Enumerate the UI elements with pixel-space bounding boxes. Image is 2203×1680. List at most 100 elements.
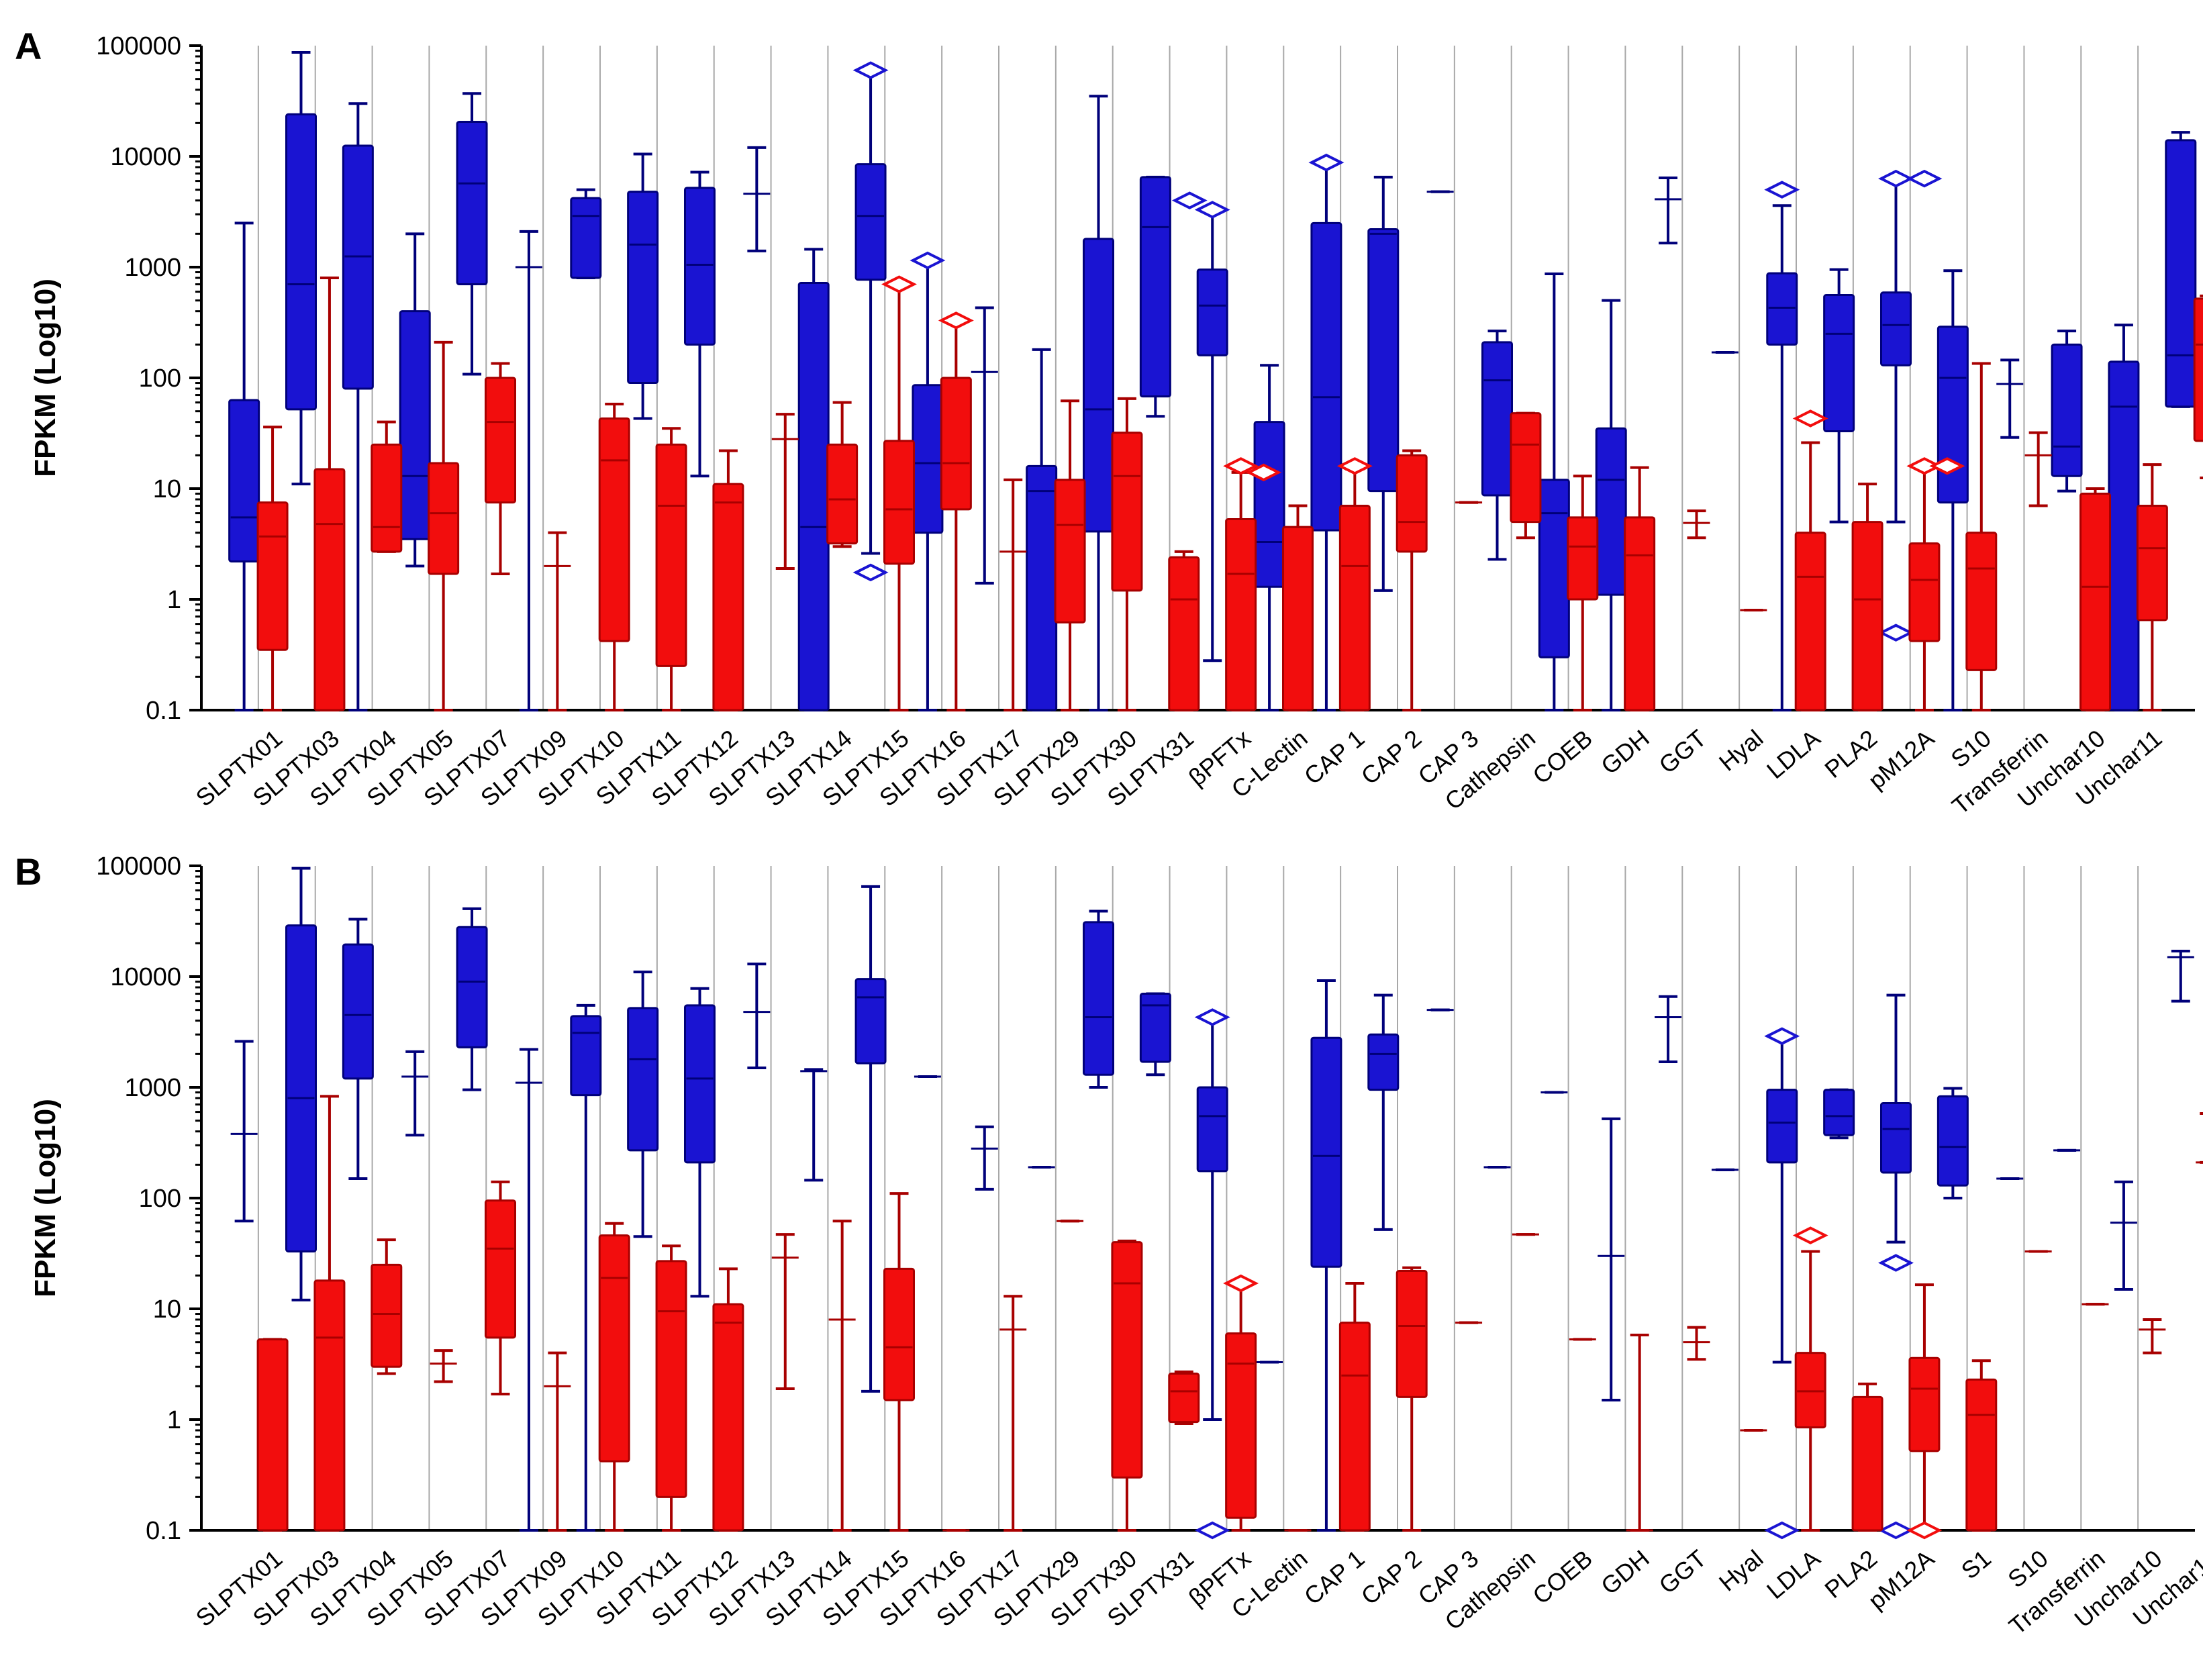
- iqr-box: [912, 384, 944, 534]
- blue-box-10: [743, 962, 771, 1069]
- red-box-7: [598, 403, 630, 711]
- red-box-10: [771, 1233, 799, 1391]
- x-tick-label: LDLA: [1761, 1544, 1825, 1604]
- iqr-box: [1225, 517, 1257, 711]
- blue-box-29: [1823, 268, 1855, 524]
- blue-box-12: [854, 68, 887, 555]
- iqr-box: [2079, 493, 2111, 711]
- blue-box-5: [456, 92, 488, 376]
- iqr-box: [1908, 1356, 1941, 1452]
- iqr-box: [1965, 532, 1998, 671]
- blue-box-15: [1026, 348, 1058, 711]
- iqr-box: [940, 377, 972, 511]
- iqr-box: [1338, 1322, 1371, 1532]
- iqr-box: [285, 113, 317, 411]
- y-tick-label: 0.1: [146, 697, 181, 725]
- red-box-9: [712, 1267, 744, 1532]
- iqr-box: [456, 926, 488, 1048]
- blue-box-8: [627, 971, 659, 1238]
- x-tick-label: GDH: [1596, 1544, 1655, 1600]
- blue-box-3: [342, 102, 374, 711]
- red-box-20: [1338, 1281, 1371, 1532]
- iqr-box: [627, 191, 659, 385]
- blue-box-20: [1310, 979, 1342, 1532]
- red-box-25: [1624, 466, 1656, 711]
- red-box-34: [2136, 463, 2168, 711]
- red-box-28: [1794, 441, 1826, 711]
- red-box-34: [2139, 1318, 2166, 1354]
- red-box-3: [371, 1238, 403, 1375]
- red-box-12: [883, 1192, 915, 1532]
- blue-box-29: [1823, 1088, 1855, 1140]
- iqr-box: [1083, 921, 1114, 1076]
- iqr-box: [485, 1199, 516, 1339]
- iqr-box: [371, 443, 403, 553]
- blue-box-9: [684, 170, 716, 478]
- iqr-box: [2051, 343, 2083, 477]
- y-tick-label: 10000: [110, 143, 181, 171]
- red-box-28: [1794, 1250, 1826, 1532]
- x-tick-label: Hyal: [1714, 1544, 1769, 1597]
- blue-box-10: [743, 146, 771, 252]
- red-box-30: [1908, 466, 1941, 711]
- iqr-box: [1481, 341, 1513, 497]
- blue-box-25: [1598, 1117, 1625, 1401]
- red-box-33: [2079, 487, 2111, 711]
- outlier-diamond: [852, 563, 889, 582]
- x-tick-label: GGT: [1654, 724, 1712, 779]
- outlier-diamond: [1906, 1521, 1943, 1540]
- blue-box-28: [1766, 1034, 1798, 1364]
- iqr-box: [1168, 1373, 1200, 1424]
- red-box-6: [544, 531, 571, 711]
- iqr-box: [1908, 542, 1941, 642]
- iqr-box: [1510, 412, 1542, 524]
- blue-box-12: [854, 885, 887, 1393]
- outlier-diamond: [1223, 1274, 1259, 1293]
- iqr-box: [485, 377, 516, 504]
- blue-box-14: [971, 306, 998, 585]
- iqr-box: [342, 943, 374, 1080]
- y-axis-title: FPKM (Log10): [29, 279, 62, 477]
- iqr-box: [1823, 294, 1855, 432]
- blue-box-1: [230, 1040, 258, 1223]
- iqr-box: [256, 501, 289, 651]
- iqr-box: [627, 1007, 659, 1152]
- blue-box-34: [2110, 1180, 2137, 1291]
- y-tick-label: 100000: [96, 32, 181, 60]
- blue-box-30: [1880, 993, 1912, 1244]
- blue-box-21: [1367, 993, 1400, 1231]
- iqr-box: [2136, 505, 2168, 622]
- red-box-2: [313, 276, 346, 711]
- red-box-19: [1282, 504, 1314, 711]
- x-tick-label: CAP 2: [1356, 724, 1427, 790]
- red-box-21: [1396, 1266, 1428, 1532]
- outlier-diamond: [910, 251, 946, 270]
- blue-box-31: [1937, 269, 1969, 711]
- iqr-box: [2108, 360, 2140, 711]
- red-box-29: [1851, 1382, 1883, 1532]
- red-box-1: [256, 1338, 289, 1532]
- y-tick-label: 1: [167, 1406, 181, 1434]
- blue-box-4: [399, 232, 431, 568]
- blue-box-30: [1880, 177, 1912, 524]
- blue-box-33: [2051, 330, 2083, 493]
- y-tick-label: 1000: [124, 254, 181, 282]
- blue-box-23: [1481, 330, 1513, 561]
- outlier-diamond: [1764, 181, 1800, 199]
- iqr-box: [826, 443, 859, 545]
- y-tick-label: 100: [139, 1185, 181, 1213]
- iqr-box: [1282, 526, 1314, 711]
- blue-box-18: [1196, 207, 1228, 662]
- red-box-26: [1683, 509, 1710, 540]
- blue-box-2: [285, 867, 317, 1301]
- red-box-7: [598, 1222, 630, 1532]
- blue-box-6: [515, 1048, 542, 1532]
- red-box-2: [313, 1095, 346, 1532]
- blue-box-21: [1367, 175, 1400, 592]
- iqr-box: [684, 1004, 716, 1164]
- outlier-diamond: [1194, 1008, 1230, 1026]
- red-box-21: [1396, 449, 1428, 711]
- blue-box-19: [1253, 364, 1285, 711]
- iqr-box: [1766, 272, 1798, 346]
- red-box-32: [2024, 431, 2052, 507]
